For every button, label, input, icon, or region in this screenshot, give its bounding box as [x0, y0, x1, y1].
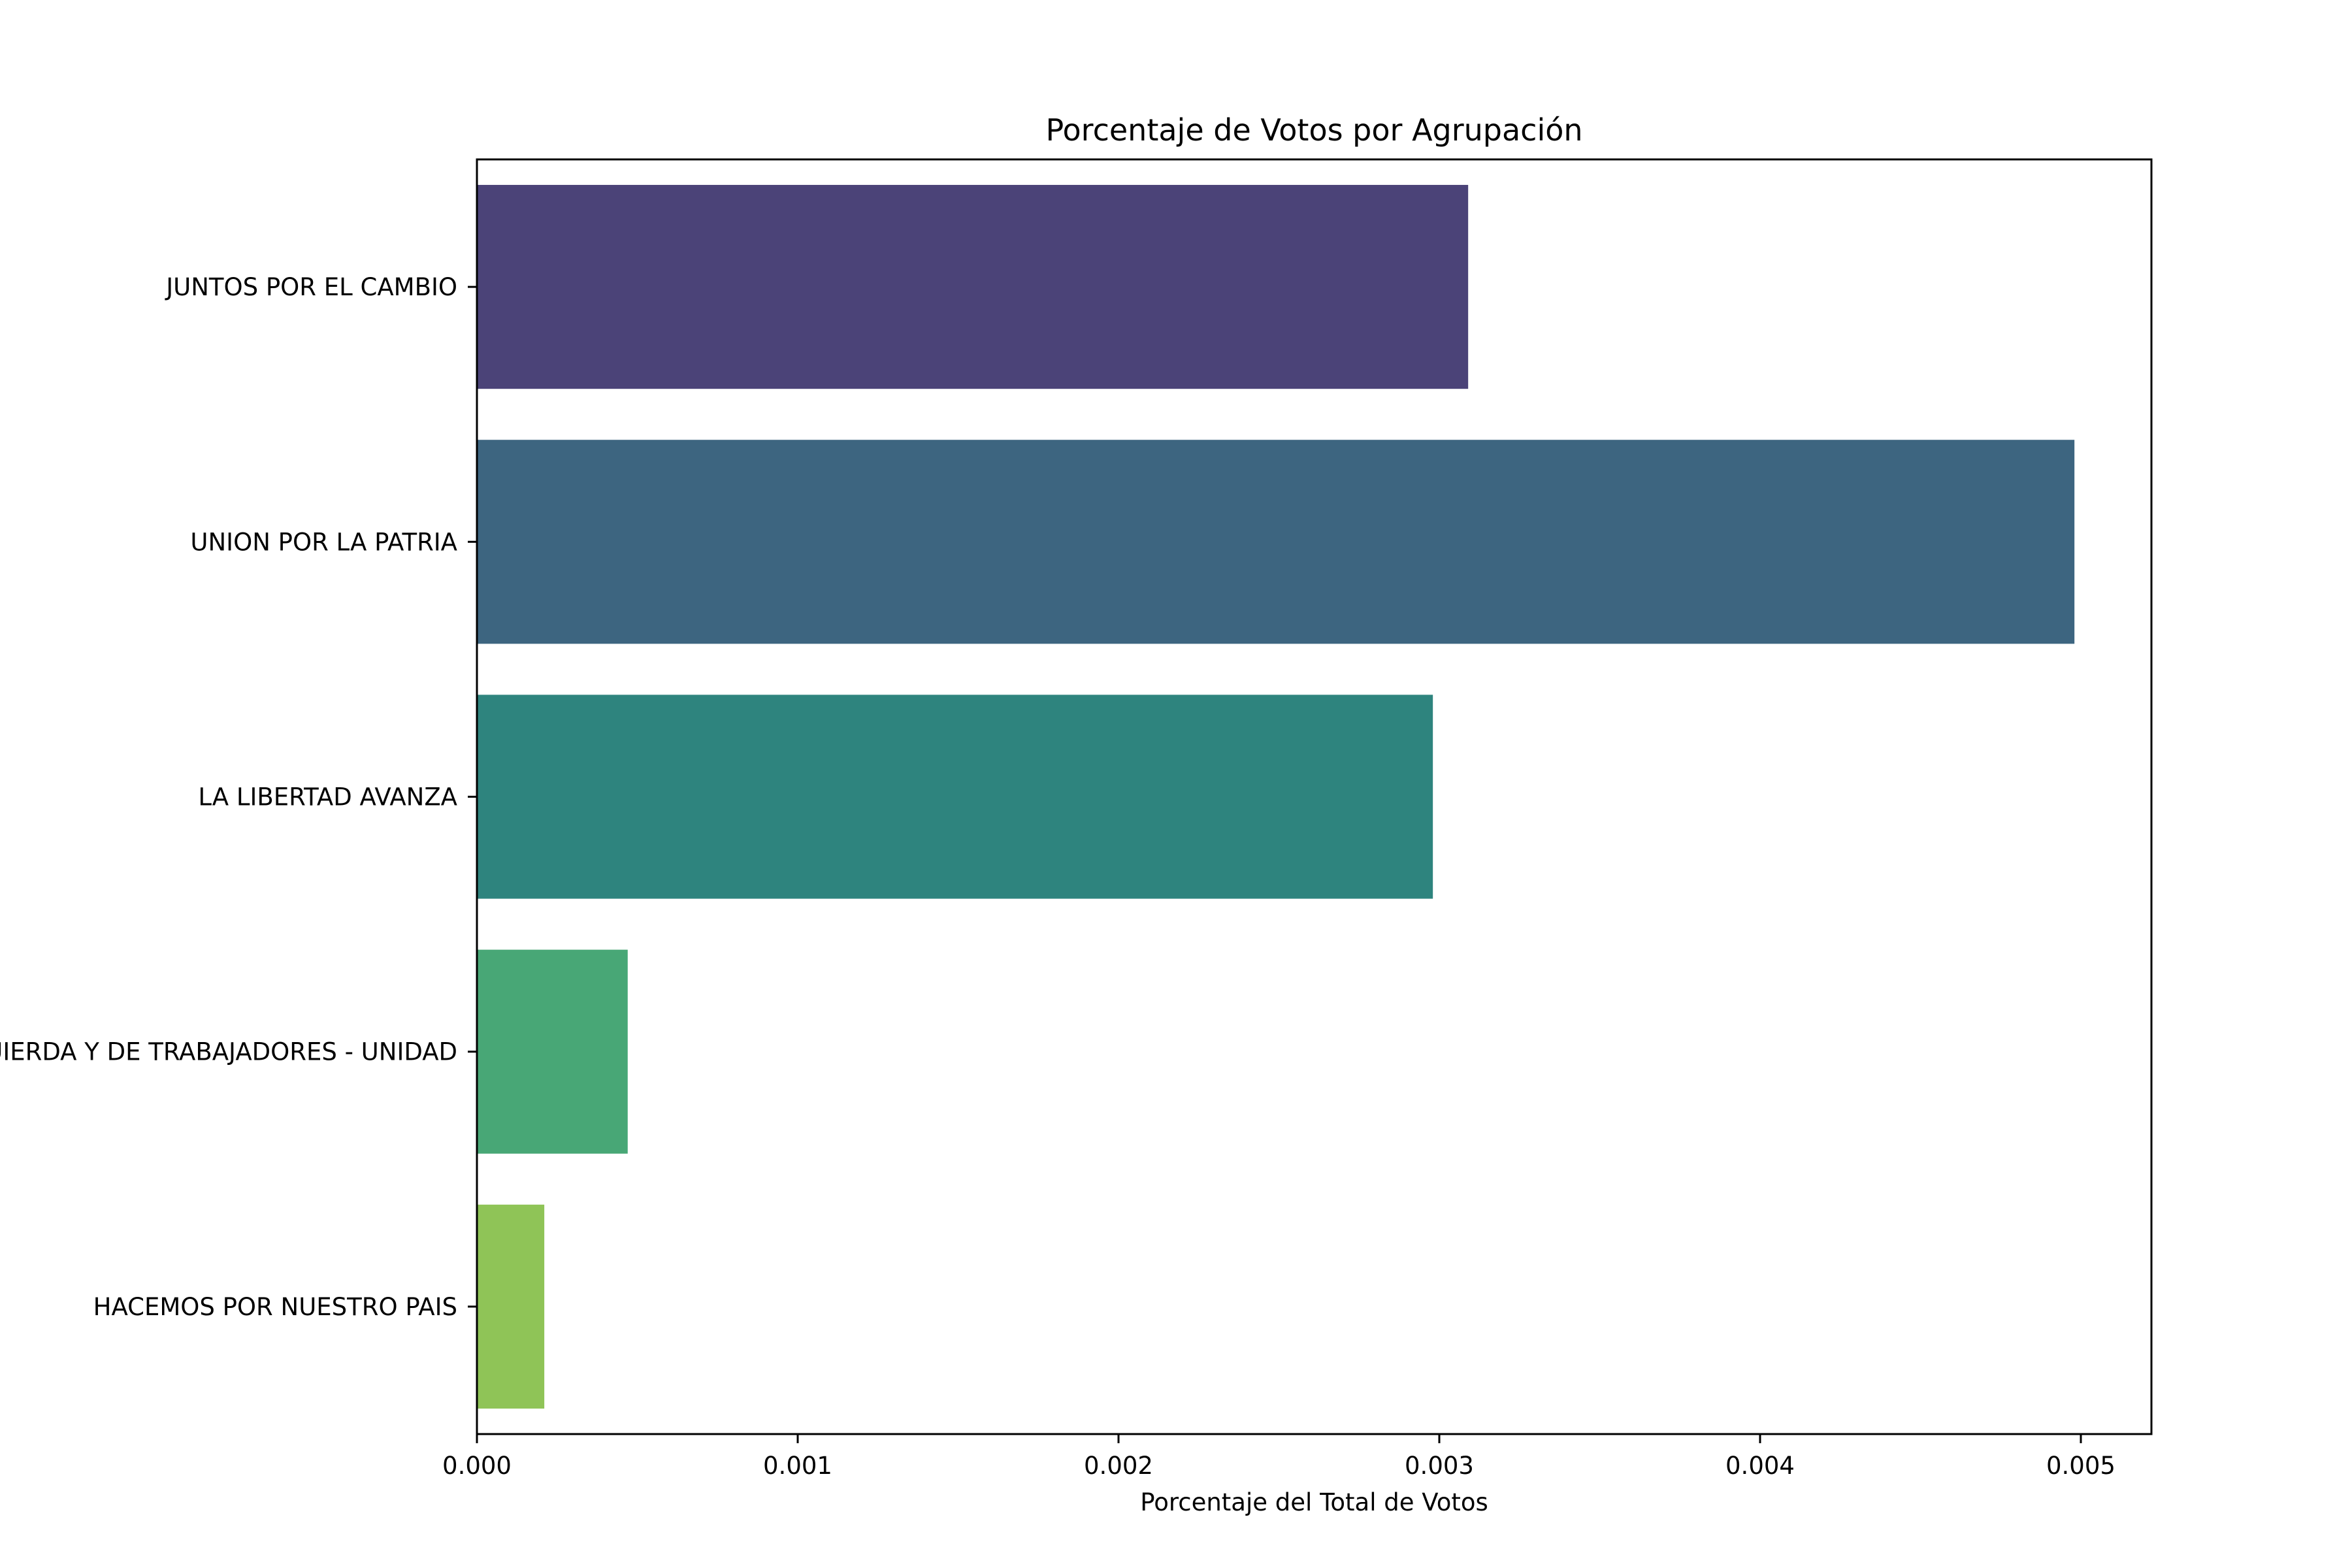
x-tick-label-4: 0.004	[1725, 1452, 1795, 1480]
x-tick-label-5: 0.005	[2046, 1452, 2115, 1480]
y-tick-label-4: HACEMOS POR NUESTRO PAIS	[93, 1293, 457, 1321]
bar-3	[477, 949, 628, 1154]
x-tick-label-1: 0.001	[763, 1452, 832, 1480]
y-tick-label-3: FRENTE DE IZQUIERDA Y DE TRABAJADORES - …	[0, 1038, 457, 1066]
bar-2	[477, 694, 1433, 899]
y-axis: JUNTOS POR EL CAMBIO UNION POR LA PATRIA L…	[0, 273, 477, 1321]
bars-group	[477, 185, 2075, 1409]
x-axis: 0.000 0.001 0.002 0.003 0.004 0.005	[442, 1434, 2115, 1480]
y-tick-label-0: JUNTOS POR EL CAMBIO	[165, 273, 457, 301]
bar-1	[477, 440, 2075, 644]
x-tick-label-2: 0.002	[1084, 1452, 1153, 1480]
bar-4	[477, 1204, 545, 1409]
bar-0	[477, 185, 1469, 389]
chart-title: Porcentaje de Votos por Agrupación	[1045, 112, 1582, 148]
x-tick-label-0: 0.000	[442, 1452, 512, 1480]
plot-frame	[476, 158, 2153, 1435]
x-axis-label: Porcentaje del Total de Votos	[1140, 1488, 1488, 1516]
y-tick-label-2: LA LIBERTAD AVANZA	[198, 783, 457, 811]
y-tick-label-1: UNION POR LA PATRIA	[190, 528, 457, 556]
x-tick-label-3: 0.003	[1405, 1452, 1474, 1480]
